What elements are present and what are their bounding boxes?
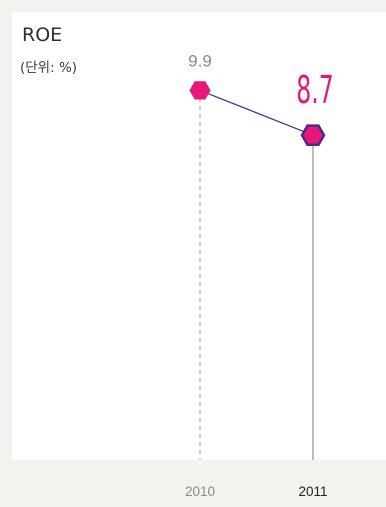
data-label-2010: 9.9	[188, 51, 212, 70]
drop-lines	[199, 90, 314, 460]
chart-unit-subtitle: (단위: %)	[20, 60, 78, 76]
data-labels: 9.9 8.7	[188, 51, 334, 112]
series-lines	[199, 89, 314, 136]
data-point-2011	[300, 124, 326, 146]
series-line	[199, 89, 314, 136]
data-point-2010	[189, 81, 211, 100]
x-tick-label-2011: 2011	[298, 484, 327, 499]
x-tick-label-2010: 2010	[185, 484, 215, 499]
x-axis-ticks: 2010 2011	[185, 484, 328, 499]
data-markers	[189, 81, 326, 146]
data-label-2011: 8.7	[296, 70, 333, 113]
chart-title: ROE	[22, 24, 63, 46]
